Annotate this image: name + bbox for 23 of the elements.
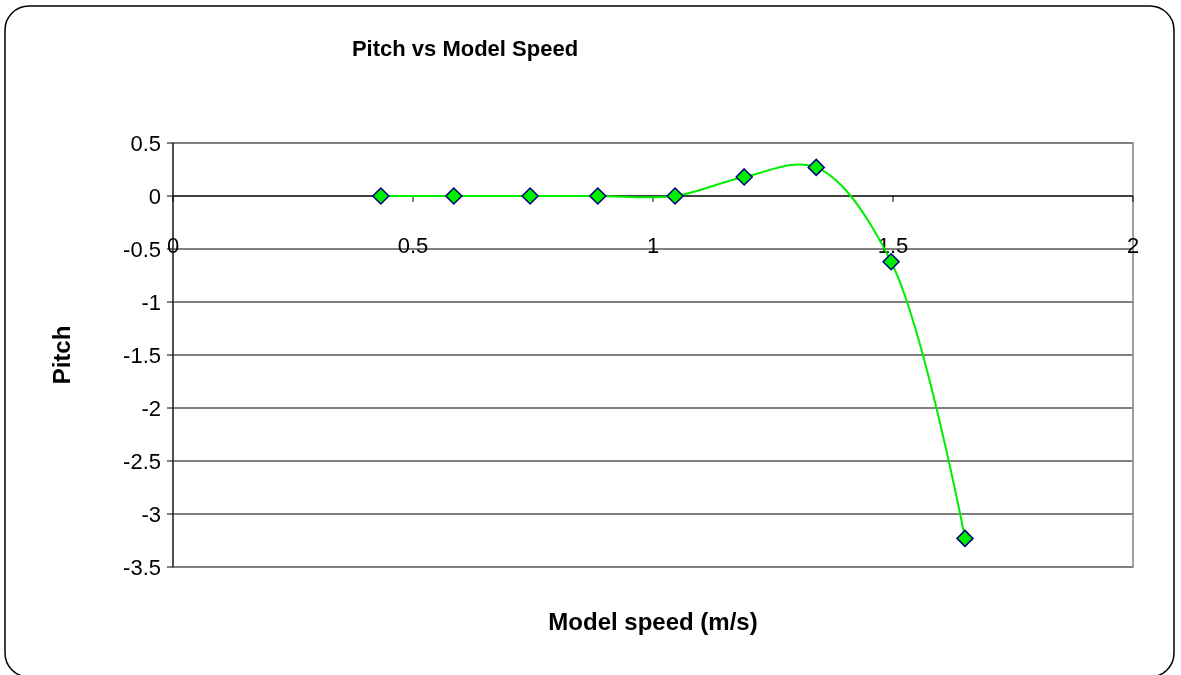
- y-tick-label: -1.5: [123, 342, 161, 368]
- y-tick-label: -3: [141, 501, 161, 527]
- point: [735, 168, 753, 186]
- x-tick-label: 2: [1126, 232, 1140, 258]
- point: [445, 187, 463, 205]
- point: [372, 187, 390, 205]
- y-tick-label: -3.5: [123, 554, 161, 580]
- x-axis-title: Model speed (m/s): [548, 608, 758, 635]
- point: [521, 187, 539, 205]
- point: [589, 187, 607, 205]
- point: [956, 529, 974, 548]
- y-tick-label: -0.5: [123, 236, 161, 262]
- x-tick-label: 1: [646, 232, 660, 258]
- point: [807, 158, 825, 177]
- x-tick-label: 0.5: [397, 232, 429, 258]
- chart-title: Pitch vs Model Speed: [351, 36, 579, 61]
- y-axis-title: Pitch: [48, 325, 75, 385]
- y-tick-label: 0.5: [130, 130, 161, 156]
- y-tick-label: -2.5: [123, 448, 161, 474]
- y-tick-label: -1: [141, 289, 161, 315]
- point: [666, 187, 684, 205]
- y-tick-label: -2: [141, 395, 161, 421]
- y-tick-label: 0: [148, 183, 161, 209]
